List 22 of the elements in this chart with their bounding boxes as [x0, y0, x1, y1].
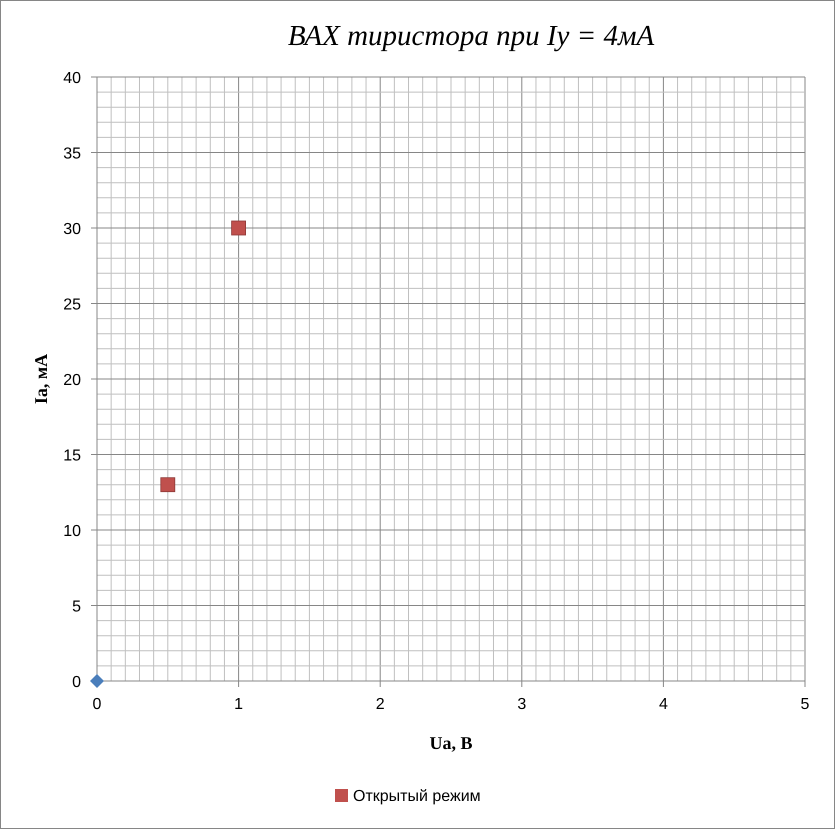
y-tick-label: 20 [63, 372, 82, 389]
x-axis-title: Ua, В [429, 733, 473, 753]
y-tick-label: 25 [63, 296, 82, 314]
y-tick-label: 40 [63, 70, 82, 87]
y-tick-label: 35 [63, 146, 82, 162]
x-tick-label: 1 [234, 696, 244, 713]
x-tick-label: 5 [800, 696, 810, 713]
chart-title: ВАХ тиристора при Iу = 4мА [288, 20, 654, 52]
y-tick-label: 5 [72, 598, 82, 616]
x-tick-label: 0 [92, 696, 102, 713]
point [90, 674, 104, 688]
y-tick-label: 10 [63, 523, 82, 540]
y-tick-label: 15 [63, 448, 82, 464]
legend-label: Открытый режим [353, 788, 481, 805]
x-tick-label: 3 [517, 696, 526, 713]
y-axis-title: Ia, мА [31, 354, 51, 404]
point [160, 477, 176, 492]
point [231, 220, 246, 236]
y-tick-label: 0 [72, 674, 82, 691]
y-tick-label: 30 [63, 221, 82, 238]
x-tick-label: 4 [658, 696, 668, 713]
x-tick-label: 2 [376, 696, 385, 713]
